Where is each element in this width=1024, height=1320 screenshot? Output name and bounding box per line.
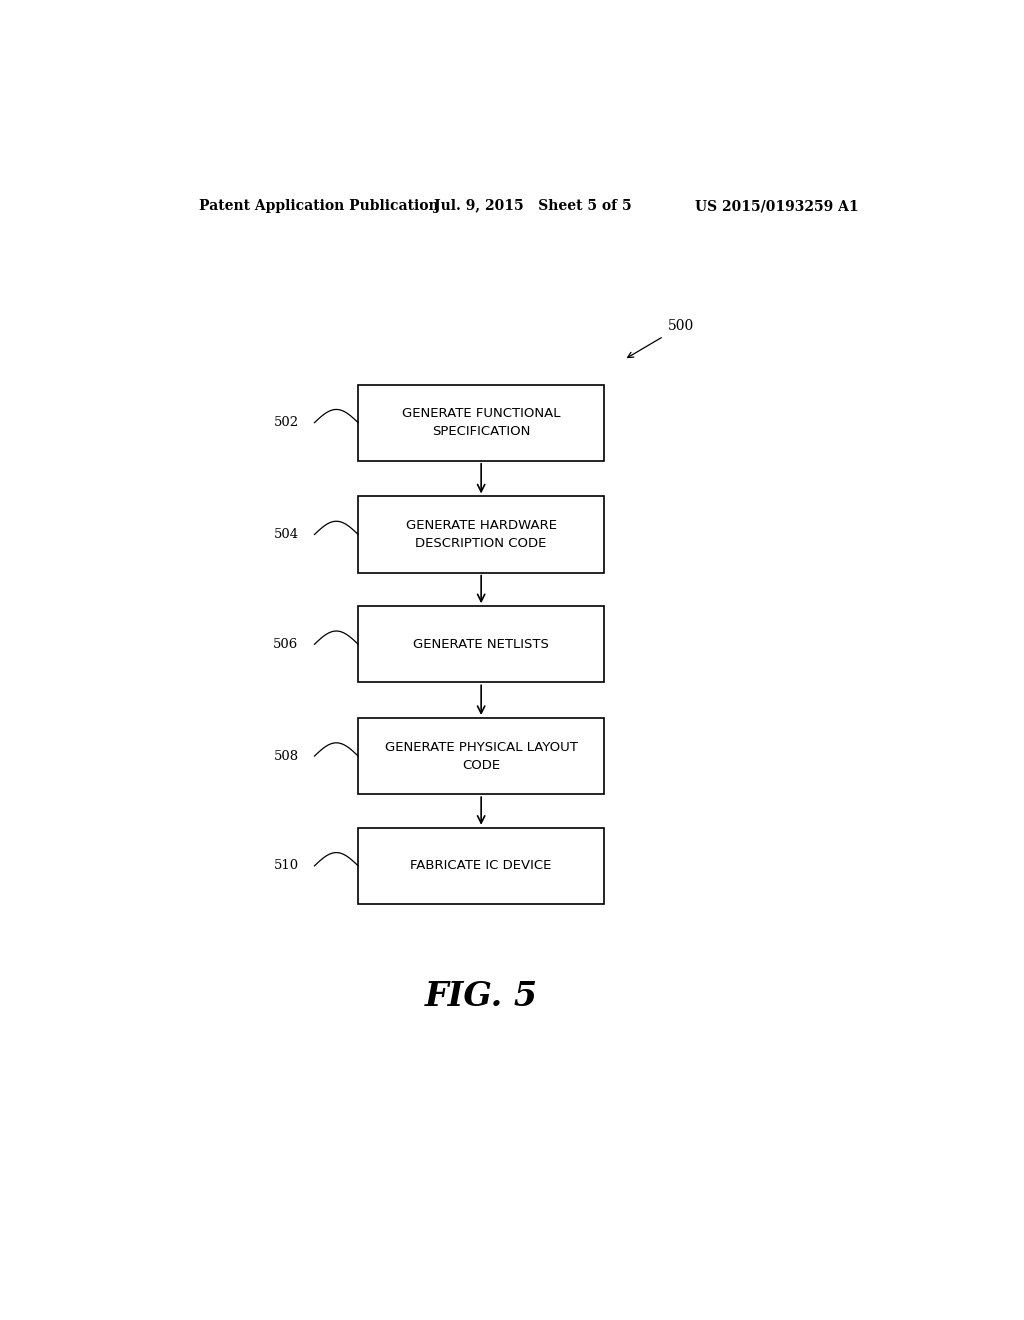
Text: Jul. 9, 2015   Sheet 5 of 5: Jul. 9, 2015 Sheet 5 of 5 xyxy=(433,199,631,213)
Text: GENERATE FUNCTIONAL
SPECIFICATION: GENERATE FUNCTIONAL SPECIFICATION xyxy=(401,407,560,438)
Text: 502: 502 xyxy=(273,416,299,429)
Text: 506: 506 xyxy=(273,638,299,651)
Text: GENERATE HARDWARE
DESCRIPTION CODE: GENERATE HARDWARE DESCRIPTION CODE xyxy=(406,519,557,550)
Text: GENERATE PHYSICAL LAYOUT
CODE: GENERATE PHYSICAL LAYOUT CODE xyxy=(385,741,578,772)
Text: 508: 508 xyxy=(273,750,299,763)
FancyBboxPatch shape xyxy=(358,718,604,795)
Text: GENERATE NETLISTS: GENERATE NETLISTS xyxy=(414,638,549,651)
Text: FABRICATE IC DEVICE: FABRICATE IC DEVICE xyxy=(411,859,552,873)
Text: 504: 504 xyxy=(273,528,299,541)
Text: FIG. 5: FIG. 5 xyxy=(425,981,538,1014)
FancyBboxPatch shape xyxy=(358,496,604,573)
Text: 510: 510 xyxy=(273,859,299,873)
FancyBboxPatch shape xyxy=(358,384,604,461)
Text: US 2015/0193259 A1: US 2015/0193259 A1 xyxy=(695,199,859,213)
FancyBboxPatch shape xyxy=(358,828,604,904)
Text: Patent Application Publication: Patent Application Publication xyxy=(200,199,439,213)
Text: 500: 500 xyxy=(668,319,694,333)
FancyBboxPatch shape xyxy=(358,606,604,682)
